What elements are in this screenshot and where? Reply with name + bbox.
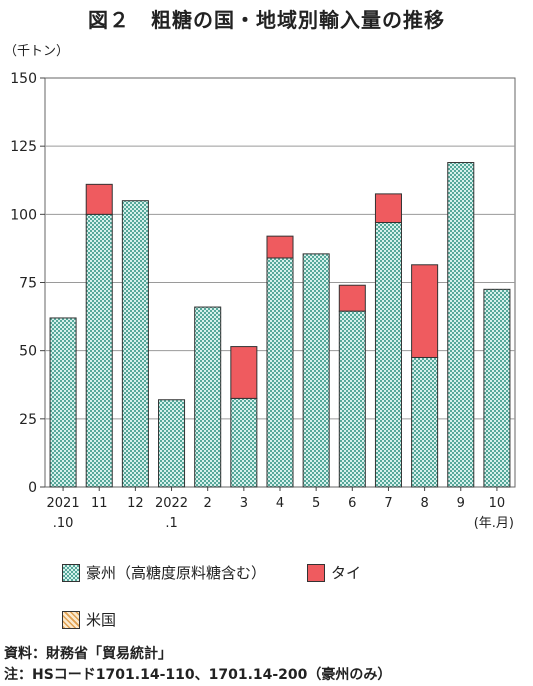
x-tick-label: 4 <box>276 496 284 511</box>
bar-australia <box>121 200 149 488</box>
legend-item-thailand: タイ <box>307 562 361 583</box>
bar-australia <box>374 222 402 488</box>
bar-australia <box>158 399 186 488</box>
y-axis-unit-label: （千トン） <box>4 44 70 59</box>
x-tick-label: 2022 <box>155 496 188 511</box>
y-tick-label: 125 <box>10 139 37 155</box>
x-tick-label: 9 <box>457 496 465 511</box>
x-tick-label: 2021 <box>47 496 80 511</box>
y-tick-label: 50 <box>19 344 37 360</box>
bar-thailand <box>338 284 366 312</box>
legend-item-australia: 豪州（高糖度原料糖含む） <box>62 562 266 583</box>
y-tick-label: 150 <box>10 71 37 87</box>
x-tick-label: 6 <box>348 496 356 511</box>
legend-swatch-usa <box>62 610 80 629</box>
x-tick-label: 2 <box>204 496 212 511</box>
bar-australia <box>338 310 366 488</box>
x-tick-label: 7 <box>384 496 392 511</box>
legend-swatch-australia <box>62 563 80 582</box>
x-tick-label: .10 <box>53 516 74 531</box>
x-tick-label: 3 <box>240 496 248 511</box>
bar-australia <box>266 257 294 488</box>
bar-thailand <box>374 193 402 224</box>
legend-swatch-thailand <box>307 563 325 582</box>
y-tick-label: 100 <box>10 207 37 223</box>
legend-item-usa: 米国 <box>62 609 116 630</box>
legend-label-australia: 豪州（高糖度原料糖含む） <box>86 564 267 582</box>
bar-thailand <box>266 235 294 259</box>
bar-australia <box>447 162 475 488</box>
legend-label-thailand: タイ <box>331 564 362 582</box>
source-line: 資料：財務省「貿易統計」 <box>4 646 172 662</box>
chart-title: 図２ 粗糖の国・地域別輸入量の推移 <box>88 8 445 32</box>
x-tick-label: 10 <box>489 496 506 511</box>
bar-thailand <box>230 346 258 399</box>
y-tick-label: 25 <box>19 412 37 428</box>
x-tick-label: 8 <box>420 496 428 511</box>
bar-australia <box>483 288 511 488</box>
x-tick-label: 5 <box>312 496 320 511</box>
bar-australia <box>85 213 113 488</box>
x-tick-label: 12 <box>127 496 144 511</box>
note-line: 注：HSコード1701.14-110、1701.14-200（豪州のみ） <box>4 667 392 683</box>
y-tick-label: 75 <box>19 276 37 292</box>
x-tick-label: .1 <box>165 516 177 531</box>
bar-australia <box>230 397 258 488</box>
bar-australia <box>302 253 330 488</box>
x-axis-unit-label: (年.月) <box>474 516 514 531</box>
bar-australia <box>194 306 222 488</box>
bar-thailand <box>411 264 439 358</box>
bar-thailand <box>85 183 113 215</box>
bar-australia <box>411 356 439 488</box>
legend-label-usa: 米国 <box>86 611 117 629</box>
bar-chart: 0 25 50 75 100 125 150 2021 .10 11 12 2022 .1 2 3 4 5 6 7 8… <box>10 71 516 531</box>
bar-australia <box>49 317 77 488</box>
y-tick-label: 0 <box>28 480 37 496</box>
x-tick-label: 11 <box>91 496 108 511</box>
